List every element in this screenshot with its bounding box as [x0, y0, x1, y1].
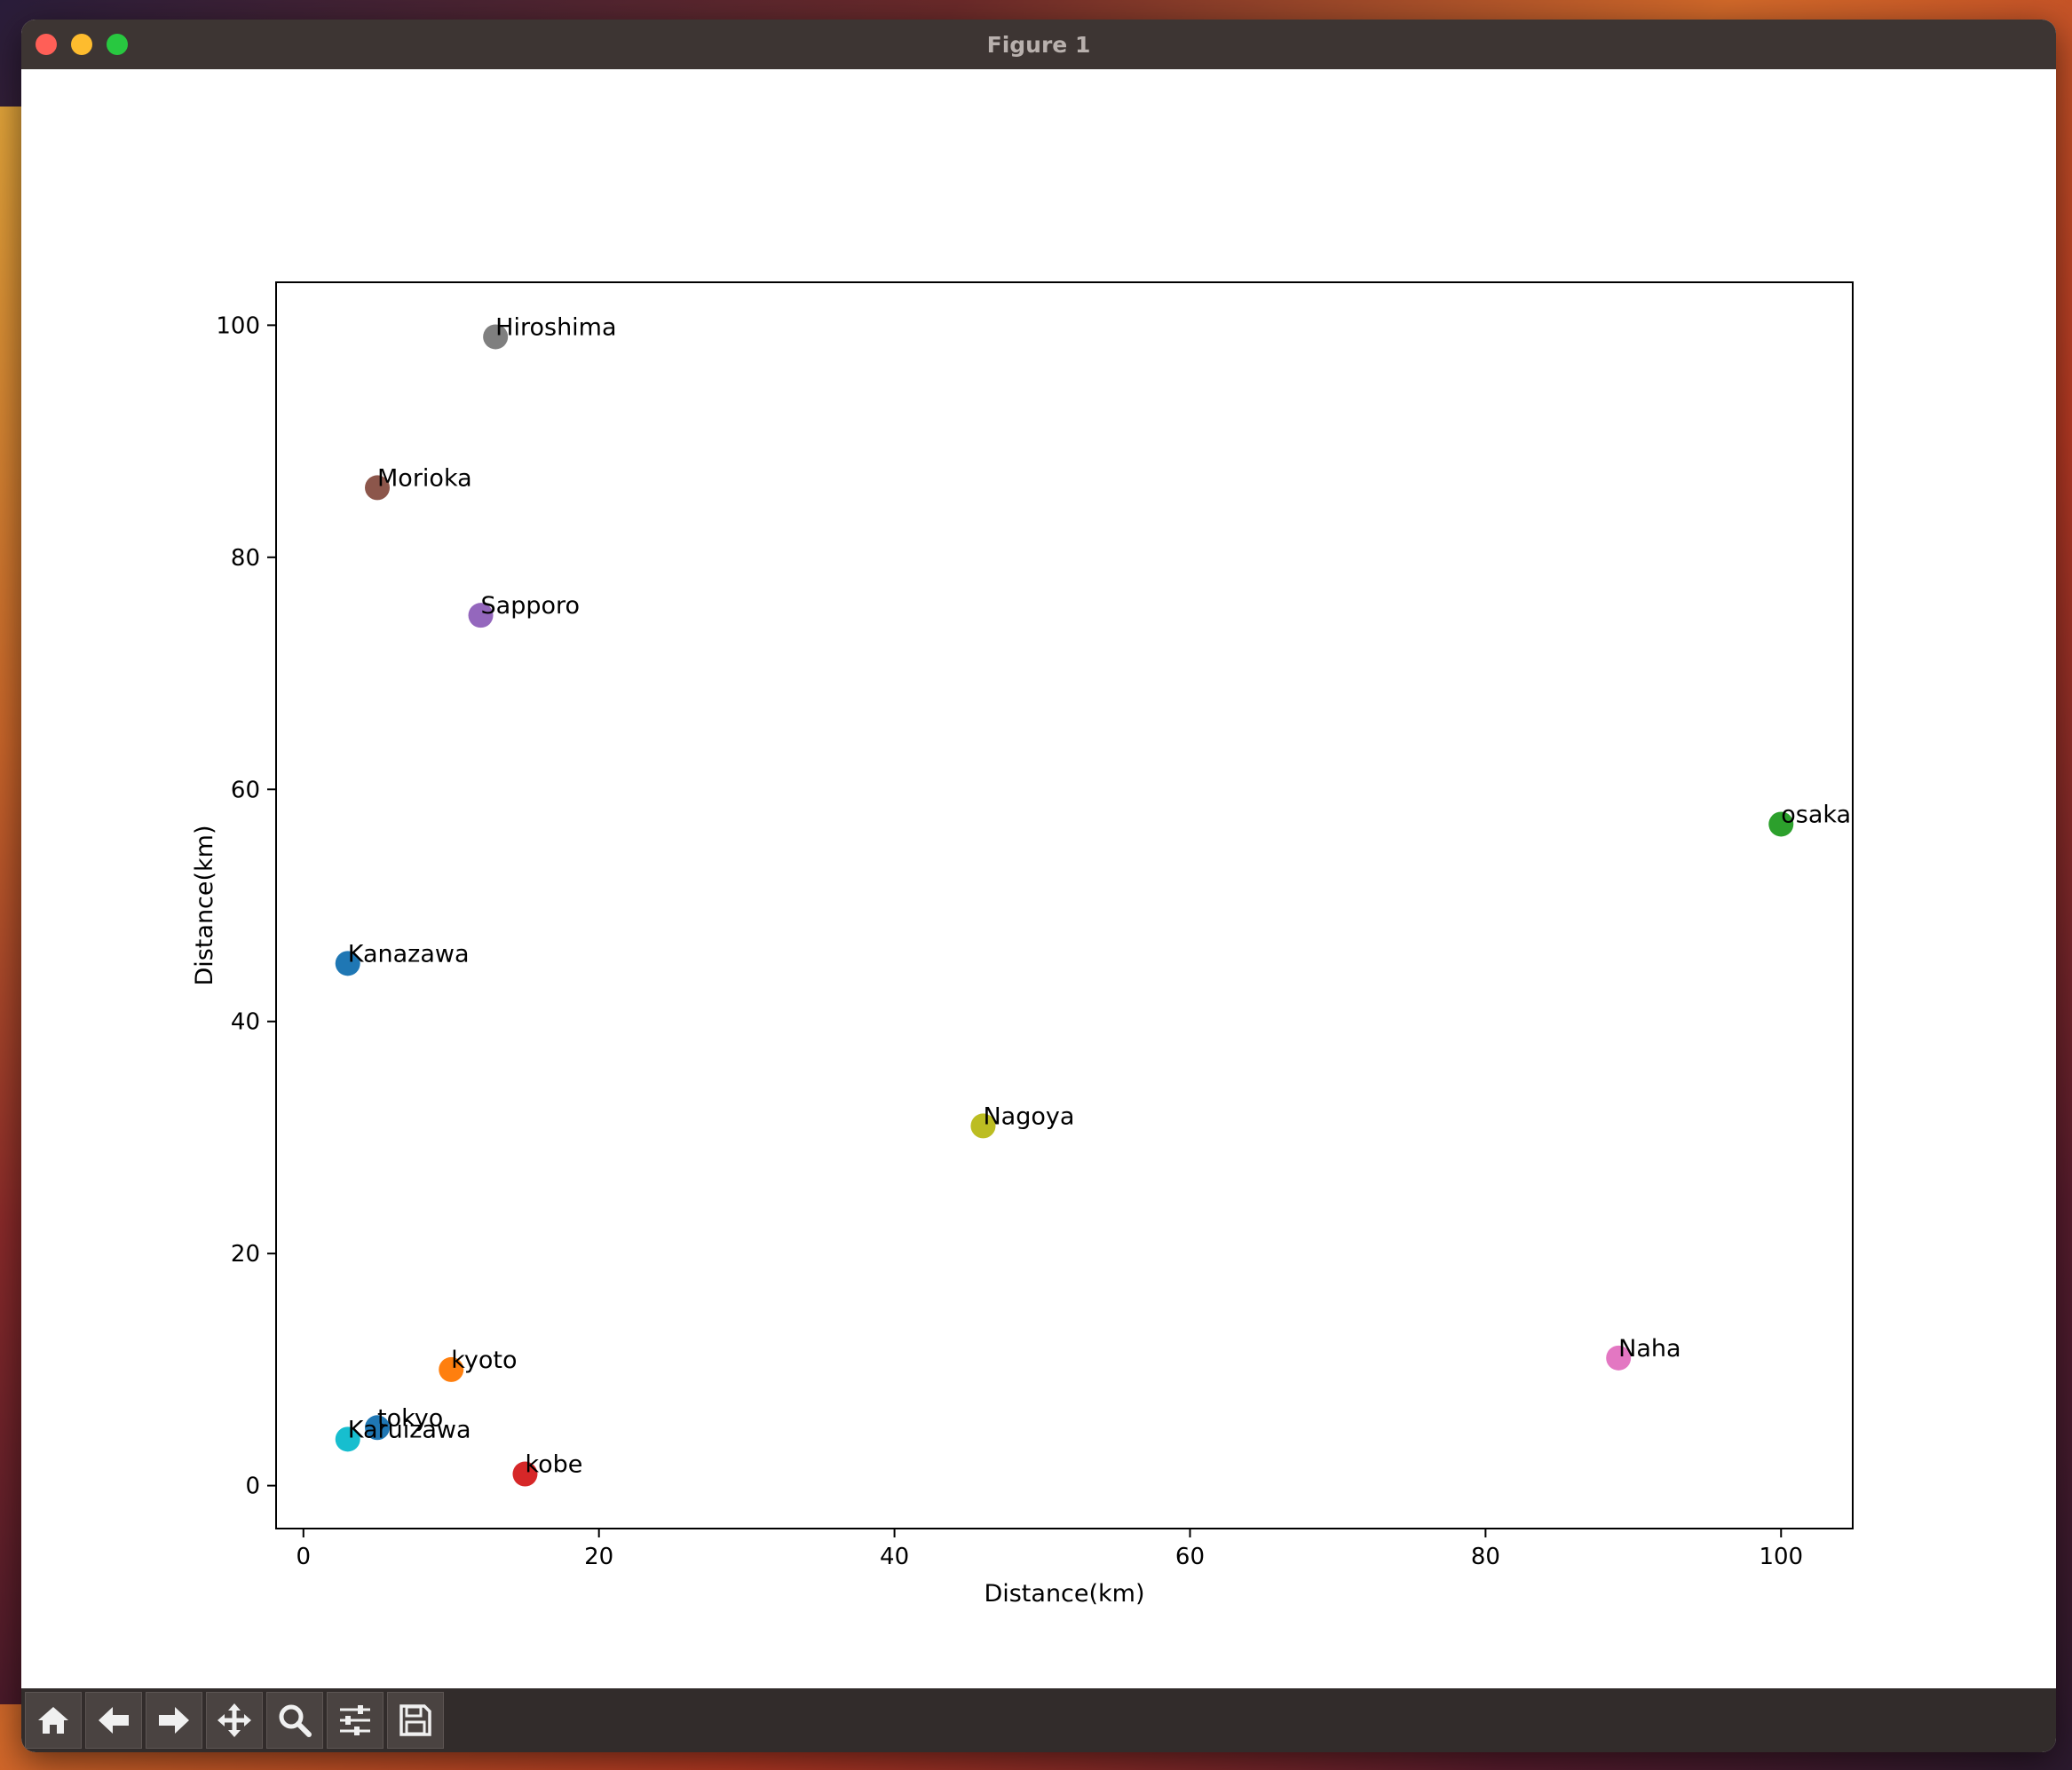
data-point [512, 1461, 538, 1487]
data-point-label: tokyo [377, 1404, 443, 1432]
data-point-label: Hiroshima [495, 313, 616, 341]
data-point [365, 1415, 391, 1441]
data-point [468, 603, 494, 628]
home-button[interactable] [25, 1692, 82, 1749]
data-point-label: Naha [1618, 1335, 1681, 1363]
data-point-label: Karuizawa [348, 1416, 471, 1443]
data-point-label: kobe [525, 1451, 582, 1479]
axes-frame [275, 281, 1854, 1529]
scatter-chart: 0 20 40 60 80 100 0 20 40 60 80 100 Distance(km) Dist… [191, 281, 1854, 1608]
x-tick-label: 20 [584, 1544, 613, 1570]
home-icon [38, 1707, 68, 1734]
configure-subplots-button[interactable] [327, 1692, 384, 1749]
data-point [1606, 1345, 1632, 1371]
y-axis-label: Distance(km) [191, 825, 218, 985]
figure-window: Figure 1 0 20 40 60 80 100 0 20 40 60 80 100 Distanc… [21, 20, 2056, 1752]
x-tick-label: 100 [1759, 1544, 1803, 1570]
data-point [1768, 811, 1794, 837]
back-button[interactable] [85, 1692, 142, 1749]
maximize-window-button[interactable] [107, 34, 128, 55]
window-title: Figure 1 [986, 32, 1091, 58]
magnifier-icon [279, 1704, 312, 1737]
plot-canvas[interactable]: 0 20 40 60 80 100 0 20 40 60 80 100 Distance(km) Dist… [21, 69, 2056, 1688]
data-point-label: Nagoya [983, 1102, 1074, 1130]
minimize-window-button[interactable] [71, 34, 92, 55]
close-window-button[interactable] [36, 34, 57, 55]
move-icon [217, 1703, 251, 1737]
data-point-label: osaka [1781, 801, 1851, 828]
data-point [970, 1113, 996, 1139]
zoom-button[interactable] [266, 1692, 323, 1749]
title-bar[interactable]: Figure 1 [21, 20, 2056, 70]
data-point [365, 475, 391, 501]
y-tick-label: 60 [231, 777, 260, 803]
data-point-label: Morioka [377, 464, 472, 492]
y-tick-label: 40 [231, 1009, 260, 1036]
y-tick-label: 0 [245, 1474, 260, 1500]
data-point [439, 1356, 464, 1382]
floppy-disk-icon [399, 1704, 431, 1736]
x-axis-label: Distance(km) [984, 1580, 1144, 1608]
x-tick-label: 0 [297, 1544, 312, 1570]
y-tick-label: 100 [216, 312, 260, 339]
arrow-right-icon [159, 1707, 189, 1734]
data-point-label: Sapporo [481, 592, 581, 620]
arrow-left-icon [99, 1707, 129, 1734]
forward-button[interactable] [146, 1692, 202, 1749]
x-tick-label: 40 [880, 1544, 909, 1570]
x-tick-label: 80 [1471, 1544, 1500, 1570]
save-button[interactable] [387, 1692, 444, 1749]
x-tick-label: 60 [1175, 1544, 1205, 1570]
data-point [335, 1426, 360, 1452]
y-tick-label: 20 [231, 1241, 260, 1268]
y-tick-label: 80 [231, 545, 260, 572]
data-point [483, 324, 509, 350]
sliders-icon [340, 1705, 370, 1735]
navigation-toolbar [21, 1688, 2056, 1752]
data-point-label: kyoto [451, 1347, 517, 1374]
pan-button[interactable] [206, 1692, 263, 1749]
data-point [335, 951, 360, 976]
data-point-label: Kanazawa [348, 940, 470, 968]
